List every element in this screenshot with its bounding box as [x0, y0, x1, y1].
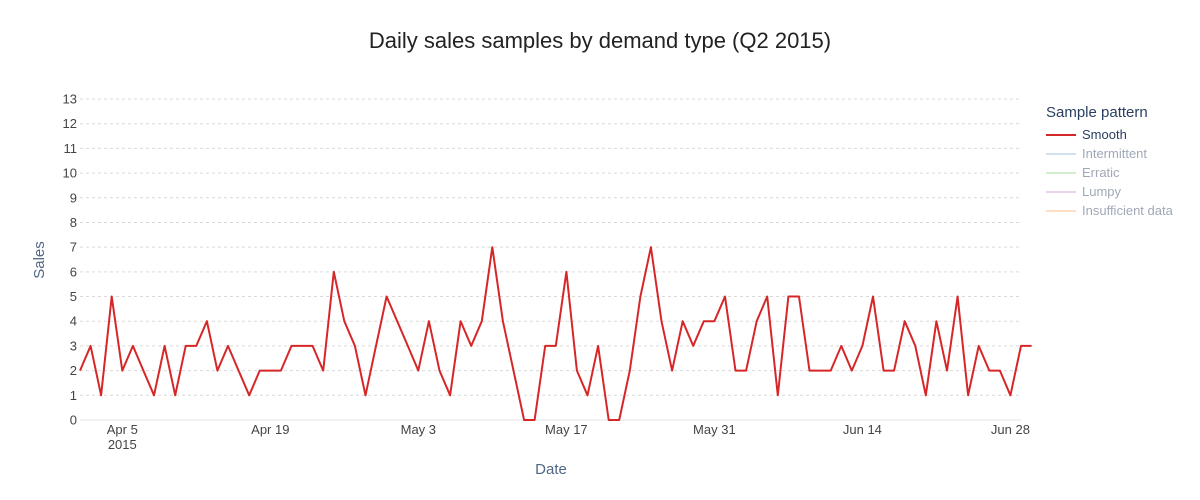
grid-lines	[80, 98, 1021, 421]
legend-item-smooth[interactable]: Smooth	[1046, 125, 1173, 144]
legend-swatch	[1046, 133, 1076, 136]
x-tick-label: Apr 19	[251, 422, 289, 437]
x-tick-label: May 3	[401, 422, 436, 437]
y-tick-label: 9	[70, 190, 77, 205]
x-tick-label: Apr 5	[107, 422, 138, 437]
x-tick-sublabel: 2015	[108, 437, 137, 452]
legend-item-insufficient-data[interactable]: Insufficient data	[1046, 201, 1173, 220]
legend: Sample pattern Smooth Intermittent Erratic…	[1046, 104, 1173, 220]
legend-swatch	[1046, 171, 1076, 174]
legend-label: Intermittent	[1082, 146, 1148, 161]
chart-title: Daily sales samples by demand type (Q2 2…	[368, 28, 832, 53]
y-tick-label: 4	[70, 314, 77, 329]
y-tick-label: 11	[64, 141, 78, 156]
x-tick-label: Jun 28	[991, 422, 1030, 437]
y-tick-label: 5	[70, 289, 77, 304]
y-tick-label: 2	[70, 363, 77, 378]
y-axis-label: Sales	[31, 241, 48, 279]
y-tick-label: 12	[63, 116, 77, 131]
legend-label: Lumpy	[1082, 184, 1122, 199]
legend-item-erratic[interactable]: Erratic	[1046, 163, 1173, 182]
y-tick-label: 8	[70, 215, 77, 230]
y-tick-label: 1	[70, 388, 77, 403]
x-tick-label: May 17	[545, 422, 588, 437]
y-tick-label: 13	[63, 92, 77, 107]
y-tick-label: 6	[70, 264, 77, 279]
legend-label: Insufficient data	[1082, 203, 1173, 218]
legend-item-intermittent[interactable]: Intermittent	[1046, 144, 1173, 163]
y-tick-label: 3	[70, 338, 77, 353]
x-tick-label: Jun 14	[843, 422, 882, 437]
x-tick-label: May 31	[693, 422, 736, 437]
legend-swatch	[1046, 152, 1076, 155]
y-tick-label: 0	[70, 413, 77, 428]
y-tick-label: 7	[70, 240, 77, 255]
y-tick-label: 10	[63, 166, 77, 181]
x-axis-label: Date	[535, 461, 567, 478]
legend-items: Smooth Intermittent Erratic Lumpy Insufficie…	[1046, 125, 1173, 220]
legend-label: Smooth	[1082, 127, 1127, 142]
legend-label: Erratic	[1082, 165, 1120, 180]
legend-title: Sample pattern	[1046, 104, 1148, 121]
series-lines	[79, 246, 1032, 421]
legend-swatch	[1046, 190, 1076, 193]
legend-item-lumpy[interactable]: Lumpy	[1046, 182, 1173, 201]
series-line-smooth	[79, 246, 1032, 421]
legend-swatch	[1046, 209, 1076, 212]
